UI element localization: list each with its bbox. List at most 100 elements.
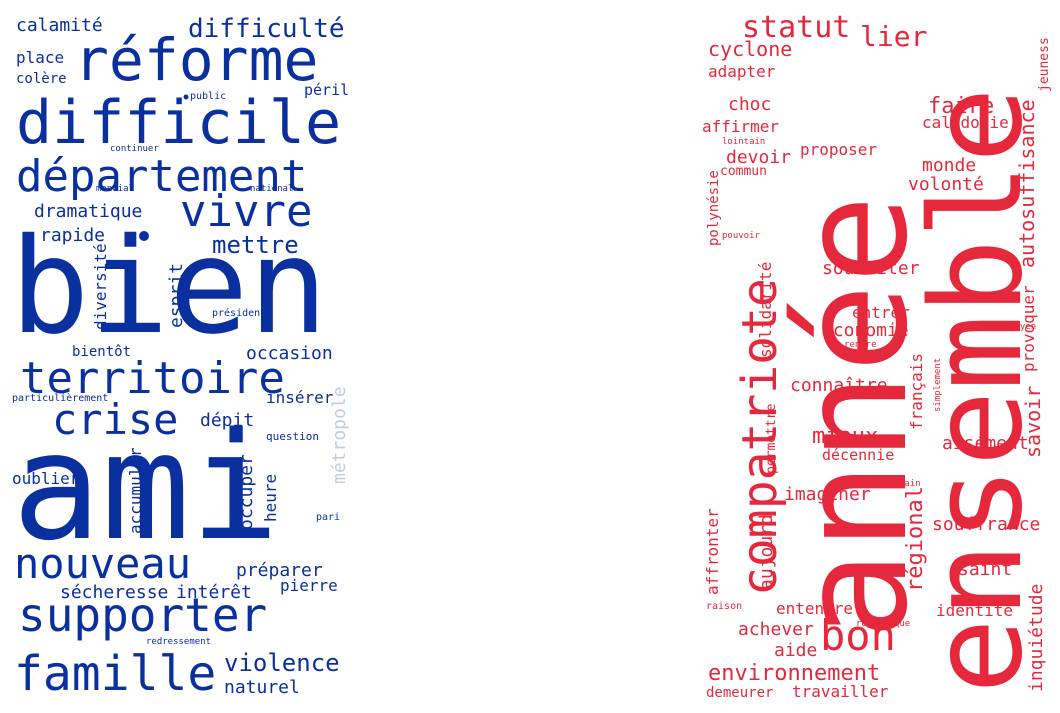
word-entendre: entendre: [776, 599, 853, 618]
left-word-cloud: bien ami difficile réforme département t…: [10, 14, 350, 702]
word-crise: crise: [52, 395, 178, 444]
word-dramatique: dramatique: [34, 201, 142, 222]
word-depit: dépit: [200, 410, 254, 431]
word-vivre: vivre: [180, 186, 312, 237]
word-ami: ami: [12, 401, 279, 573]
word-action: action: [978, 293, 1014, 304]
word-particulierement: particulièrement: [12, 392, 108, 404]
word-nouveau: nouveau: [14, 539, 191, 588]
word-oublier: oublier: [12, 469, 80, 488]
word-demain: demain: [888, 479, 921, 489]
word-caledonie: calédonie: [922, 113, 1009, 132]
word-rapide: rapide: [40, 225, 105, 246]
word-annee: année: [768, 194, 940, 640]
word-commun: commun: [720, 164, 767, 179]
word-accumuler: accumuler: [126, 447, 145, 534]
word-cyclone: cyclone: [708, 37, 792, 61]
word-achever: achever: [738, 619, 814, 640]
dot-mark: [183, 94, 189, 100]
word-adapter: adapter: [708, 62, 776, 81]
word-provoquer: provoquer: [1019, 285, 1038, 372]
word-famille: famille: [14, 646, 216, 702]
word-national: national: [250, 184, 293, 194]
right-word-cloud: année ensemble compatriote bon statut li…: [702, 10, 1052, 701]
word-bien: bien: [10, 210, 328, 364]
word-heure: heure: [261, 474, 280, 522]
word-redressement: redressement: [146, 637, 211, 647]
word-rendre: rendre: [844, 340, 877, 350]
word-identite: identité: [936, 601, 1013, 620]
word-francais: français: [907, 353, 926, 430]
word-place: place: [16, 48, 64, 67]
word-volonte: volonté: [908, 174, 984, 195]
word-violence: violence: [224, 649, 340, 677]
word-interet: intérêt: [176, 582, 252, 603]
word-supporter: supporter: [18, 588, 267, 642]
word-aisement: aisément: [942, 433, 1029, 454]
word-difficulte: difficulté: [188, 14, 345, 44]
word-question: question: [266, 430, 319, 443]
word-president: président: [212, 307, 266, 319]
word-secheresse: sécheresse: [60, 582, 168, 603]
word-inquietude: inquiétude: [1026, 584, 1047, 692]
word-reforme: réforme: [74, 26, 318, 94]
word-decennie: décennie: [822, 446, 894, 464]
word-pierre: pierre: [280, 576, 338, 595]
word-metropole: métropole: [329, 386, 350, 484]
word-polynesie: polynésie: [706, 170, 722, 246]
word-compatriote: compatriote: [732, 278, 788, 596]
word-republique: république: [856, 618, 910, 629]
word-lier: lier: [860, 20, 927, 53]
word-peril: péril: [304, 81, 349, 99]
word-continuer: continuer: [110, 144, 159, 154]
word-colere: colère: [16, 71, 67, 87]
word-economie: économie: [822, 320, 909, 341]
word-solidarite: solidarité: [756, 262, 775, 358]
word-mettre: mettre: [212, 231, 299, 259]
word-affronter: affronter: [703, 508, 722, 595]
word-inserer: insérer: [266, 388, 334, 407]
word-jeuness: jeuness: [1037, 37, 1052, 92]
word-mondial: mondial: [96, 184, 134, 194]
word-souffrance: souffrance: [932, 514, 1040, 535]
word-permettre: permettre: [764, 403, 779, 474]
word-public: public: [190, 91, 226, 102]
word-mieux: mieux: [812, 424, 878, 449]
word-bon: bon: [820, 611, 896, 660]
word-raison: raison: [706, 601, 742, 612]
word-occasion: occasion: [246, 343, 333, 364]
word-aide: aide: [774, 640, 817, 661]
word-lointain: lointain: [722, 137, 765, 147]
dot-mark: [139, 231, 149, 241]
word-pari: pari: [316, 512, 340, 523]
word-faire: faire: [928, 94, 994, 119]
word-departement: département: [16, 151, 307, 202]
word-difficile: difficile: [16, 88, 341, 158]
word-regional: régional: [903, 486, 928, 592]
word-devoir: devoir: [726, 147, 791, 168]
word-naturel: naturel: [224, 677, 300, 698]
word-souhaiter: souhaiter: [822, 258, 920, 279]
word-affirmer: affirmer: [702, 117, 779, 136]
word-preparer: préparer: [236, 560, 323, 581]
word-calamite: calamité: [16, 15, 103, 36]
word-connaitre: connaître: [790, 375, 888, 396]
word-simplement: simplement: [933, 358, 943, 412]
word-demeurer: demeurer: [706, 685, 773, 701]
word-saint: saint: [958, 559, 1012, 580]
word-diversite: diversité: [91, 243, 110, 330]
word-occuper: occuper: [236, 454, 257, 530]
word-environnement: environnement: [708, 661, 880, 686]
word-travailler: travailler: [792, 682, 889, 701]
word-ensemble: ensemble: [903, 87, 1050, 694]
word-bientot: bientôt: [72, 344, 131, 360]
word-pouvoir: pouvoir: [722, 231, 761, 241]
word-esprit: esprit: [166, 263, 187, 328]
word-choc: choc: [728, 94, 771, 115]
word-imaginer: imaginer: [784, 484, 871, 505]
word-proposer: proposer: [800, 140, 877, 159]
word-territoire: territoire: [20, 353, 285, 404]
word-autosuffisance: autosuffisance: [1015, 99, 1039, 268]
word-savoir: savoir: [1021, 386, 1045, 458]
